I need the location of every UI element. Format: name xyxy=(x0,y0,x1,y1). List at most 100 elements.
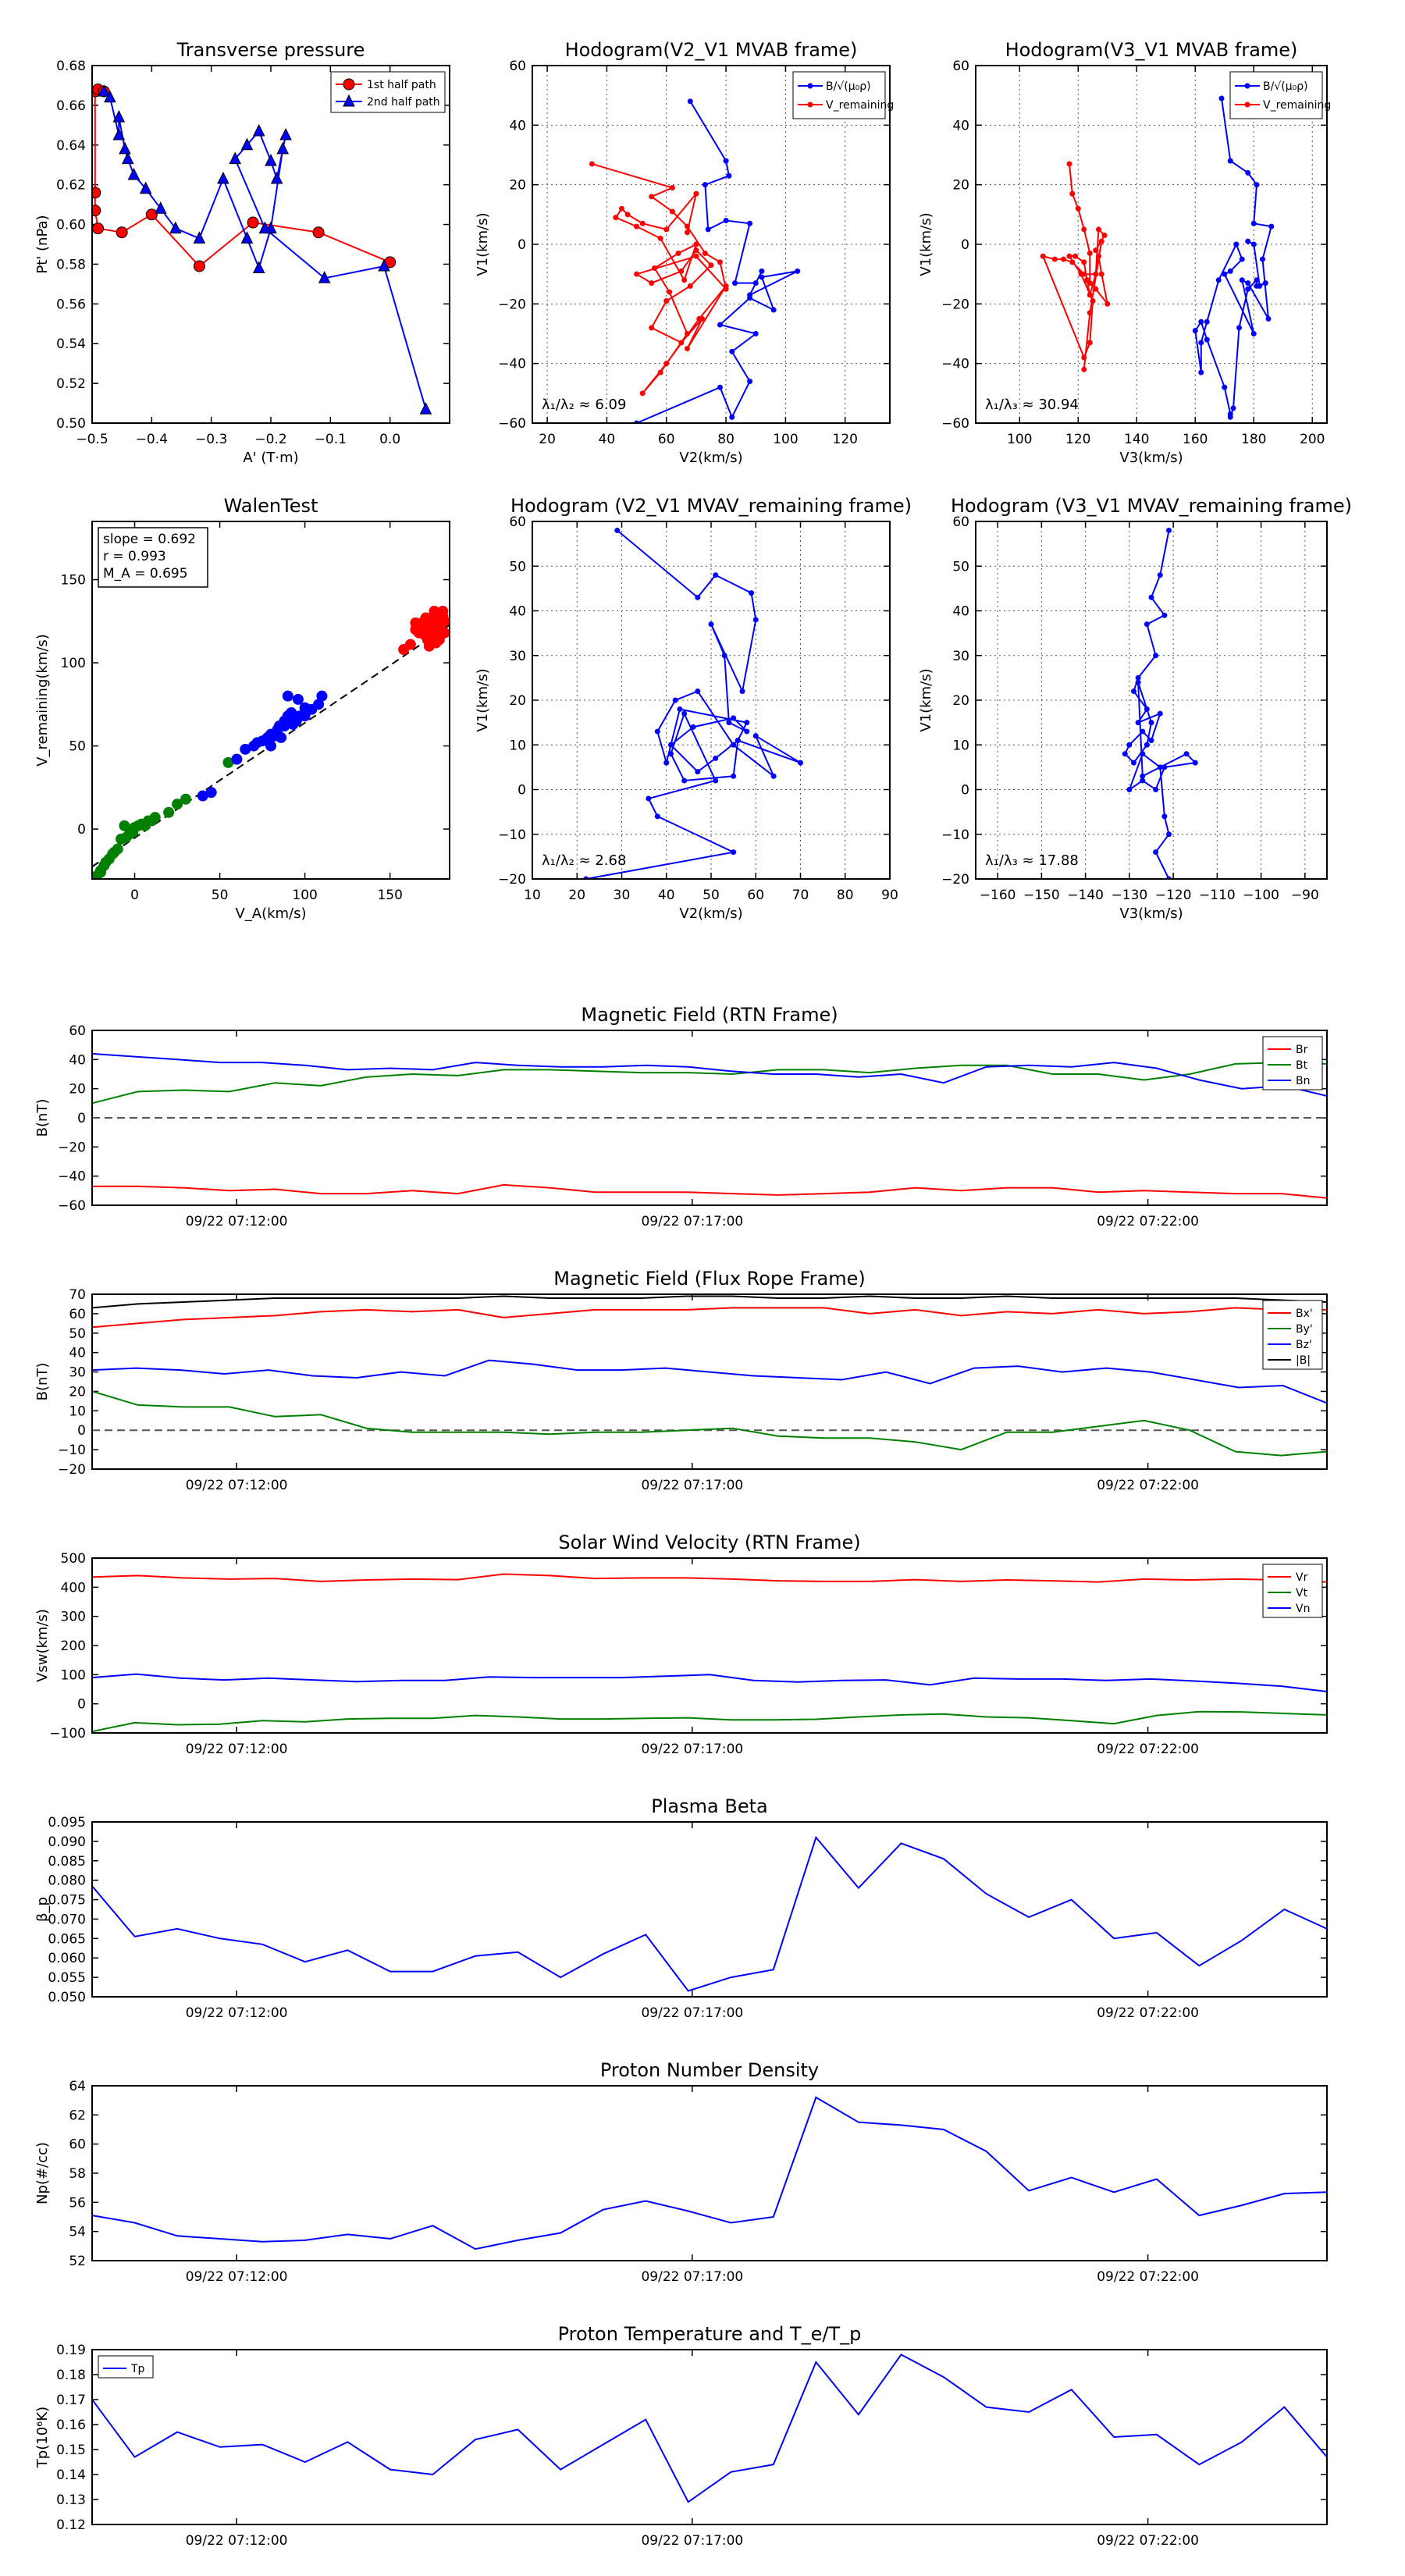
legend: B/√(μ₀ρ) V_remaining xyxy=(1229,71,1331,119)
data-point xyxy=(1051,256,1058,262)
y-tick-label: 0.050 xyxy=(48,1990,86,2005)
data-point xyxy=(1140,728,1146,735)
data-point xyxy=(649,325,655,331)
data-point xyxy=(1090,298,1096,304)
data-point xyxy=(1148,738,1154,744)
data-point xyxy=(1161,764,1168,770)
legend-label: V_remaining xyxy=(826,99,894,112)
y-tick-label: −60 xyxy=(498,416,526,432)
data-point xyxy=(589,161,595,167)
data-point xyxy=(667,742,674,748)
y-axis-label: Pt' (nPa) xyxy=(34,215,51,273)
ratio-annotation: λ₁/λ₃ ≈ 30.94 xyxy=(985,397,1079,413)
x-tick-label: −110 xyxy=(1199,888,1236,903)
data-point xyxy=(193,260,205,272)
x-tick-label: −150 xyxy=(1023,888,1060,903)
data-point xyxy=(717,322,723,328)
y-tick-label: 400 xyxy=(61,1580,86,1596)
axes-frame xyxy=(91,65,450,424)
y-tick-label: 40 xyxy=(509,604,526,620)
x-axis-label: V3(km/s) xyxy=(1119,906,1183,922)
y-tick-label: −60 xyxy=(58,1198,86,1214)
data-point xyxy=(420,612,432,624)
chart-title: Hodogram(V3_V1 MVAB frame) xyxy=(1005,39,1298,61)
data-point xyxy=(649,194,655,200)
panel-3: 0 50 100 150 0 50 100 150 WalenTest V_A(km/s) V_re… xyxy=(34,495,450,922)
data-point xyxy=(299,710,311,722)
x-tick-label: 50 xyxy=(702,888,720,903)
data-point xyxy=(217,171,229,184)
data-point xyxy=(1245,280,1251,286)
legend-label: 1st half path xyxy=(367,79,436,91)
data-point xyxy=(1198,369,1204,375)
data-point xyxy=(663,760,670,766)
y-tick-label: 60 xyxy=(69,2137,86,2153)
x-tick-label: 80 xyxy=(837,888,854,903)
data-point xyxy=(1087,250,1093,256)
legend-label: Vn xyxy=(1296,1603,1310,1615)
data-point xyxy=(721,653,727,659)
y-tick-label: −20 xyxy=(941,872,969,888)
chart-title: Magnetic Field (RTN Frame) xyxy=(581,1004,838,1026)
y-tick-label: 20 xyxy=(69,1082,86,1098)
x-tick-label: 150 xyxy=(377,888,402,903)
data-point xyxy=(729,348,735,354)
data-point xyxy=(410,617,422,628)
data-point xyxy=(100,856,112,868)
y-tick-label: 50 xyxy=(952,559,969,575)
legend-box xyxy=(1262,1036,1323,1091)
legend-label: Tp xyxy=(130,2363,145,2375)
x-tick-label: 09/22 07:17:00 xyxy=(641,1214,743,1229)
data-point xyxy=(1135,720,1141,726)
data-point xyxy=(1215,277,1222,283)
y-tick-label: 100 xyxy=(61,656,86,671)
x-tick-label: 09/22 07:22:00 xyxy=(1097,1214,1199,1229)
plot-area xyxy=(583,527,803,879)
data-point xyxy=(747,379,753,385)
axes-frame xyxy=(91,2349,1328,2525)
data-point xyxy=(1161,813,1168,820)
series-line xyxy=(92,1307,1327,1329)
data-point xyxy=(747,220,753,226)
ratio-annotation: λ₁/λ₂ ≈ 6.09 xyxy=(542,397,626,413)
x-tick-label: −0.5 xyxy=(76,432,108,447)
y-tick-label: −60 xyxy=(941,416,969,432)
legend-label: 2nd half path xyxy=(367,96,440,109)
data-point xyxy=(1245,286,1251,292)
data-point xyxy=(646,795,652,802)
data-point xyxy=(702,182,708,188)
data-point xyxy=(624,212,631,218)
y-tick-label: 0.085 xyxy=(48,1854,86,1870)
data-point xyxy=(276,141,290,155)
x-tick-label: 180 xyxy=(1241,432,1266,447)
data-point xyxy=(713,777,719,784)
data-point xyxy=(252,261,265,274)
data-point xyxy=(1081,271,1087,277)
data-point xyxy=(1126,787,1133,792)
x-tick-label: 09/22 07:22:00 xyxy=(1097,2005,1199,2021)
data-point xyxy=(197,790,208,802)
data-point xyxy=(163,806,175,818)
legend-marker xyxy=(1244,83,1250,89)
data-point xyxy=(1144,621,1150,628)
y-tick-label: 0.56 xyxy=(56,297,86,312)
y-tick-label: 0 xyxy=(961,783,969,799)
chart-title: Magnetic Field (Flux Rope Frame) xyxy=(553,1268,865,1290)
x-tick-label: 20 xyxy=(568,888,585,903)
y-tick-label: 0.17 xyxy=(56,2393,86,2408)
x-tick-label: −0.3 xyxy=(195,432,227,447)
data-point xyxy=(663,361,670,367)
data-point xyxy=(684,346,690,352)
data-point xyxy=(1265,315,1272,322)
data-point xyxy=(770,773,777,779)
y-tick-label: 40 xyxy=(952,118,969,133)
legend-box xyxy=(792,71,886,119)
legend-label: B/√(μ₀ρ) xyxy=(1263,80,1308,93)
data-point xyxy=(735,738,741,744)
y-tick-label: 0.095 xyxy=(48,1815,86,1831)
data-point xyxy=(433,622,445,634)
y-tick-label: 64 xyxy=(69,2079,86,2094)
legend-box xyxy=(1229,71,1323,119)
x-tick-label: −120 xyxy=(1155,888,1192,903)
data-point xyxy=(318,271,331,283)
